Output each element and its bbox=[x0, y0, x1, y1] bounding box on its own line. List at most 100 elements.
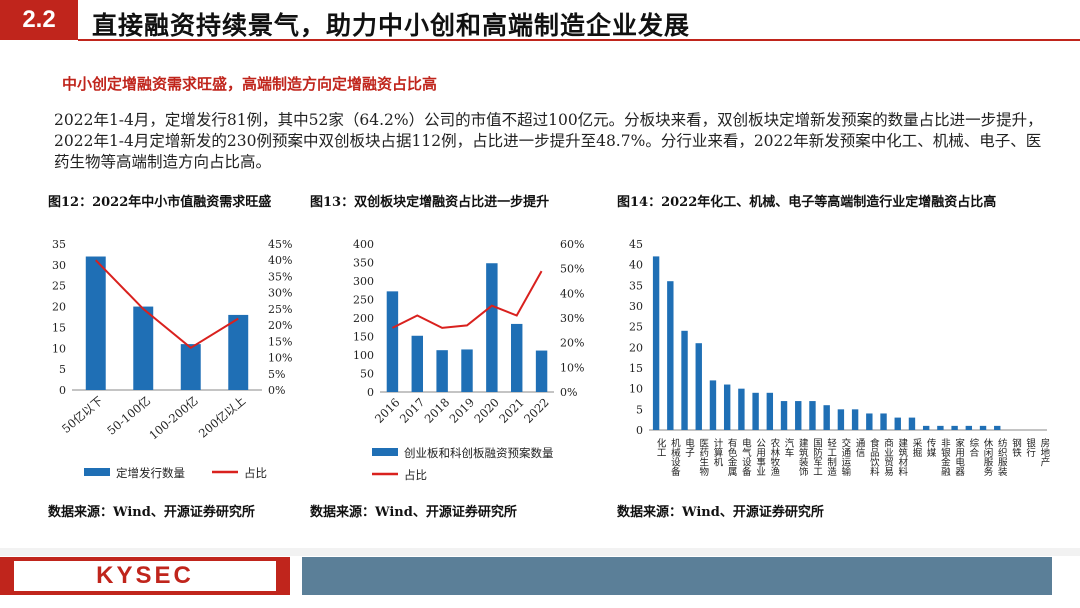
summary-paragraph: 2022年1-4月，定增发行81例，其中52家（64.2%）公司的市值不超过10… bbox=[54, 111, 1043, 171]
chart13-y-left-tick: 0 bbox=[367, 386, 374, 399]
chart12-title: 图12：2022年中小市值融资需求旺盛 bbox=[48, 195, 272, 210]
chart13-y-right-tick: 40% bbox=[560, 287, 584, 300]
chart14-bar bbox=[894, 417, 901, 430]
chart14-x-tick: 综合 bbox=[967, 437, 979, 458]
chart14-x-tick: 传媒 bbox=[925, 437, 937, 458]
chart12-y-left-tick: 20 bbox=[52, 301, 66, 314]
chart14-bar bbox=[738, 388, 745, 430]
chart14-bar bbox=[922, 425, 930, 430]
chart13-x-tick: 2017 bbox=[397, 395, 428, 426]
chart14-x-tick: 银行 bbox=[1024, 437, 1036, 458]
chart14-bar bbox=[752, 392, 759, 430]
chart12-y-right-tick: 40% bbox=[268, 254, 292, 267]
chart14-x-tick: 非银金融 bbox=[939, 437, 951, 477]
chart12-legend-bar-swatch bbox=[84, 468, 110, 476]
section-subtitle: 中小创定增融资需求旺盛，高端制造方向定增融资占比高 bbox=[62, 75, 438, 93]
chart14-bar bbox=[780, 401, 788, 430]
chart12-x-tick: 50亿以下 bbox=[59, 394, 106, 436]
chart14-x-tick: 钢铁 bbox=[1010, 437, 1022, 458]
chart14-y-tick: 45 bbox=[629, 238, 643, 251]
chart14-x-tick: 休闲服务 bbox=[982, 437, 994, 477]
chart14-x-tick: 交通运输 bbox=[839, 437, 851, 477]
chart14-bar bbox=[979, 425, 987, 430]
chart13-y-right-tick: 20% bbox=[560, 337, 584, 350]
chart12-x-tick: 200亿以上 bbox=[196, 394, 248, 441]
chart14: 0 5 10 15 20 25 30 35 40 45 化工 机械设备 电子 医药生物 计算机 有色金属 电气设… bbox=[629, 238, 1050, 477]
chart14-x-tick: 有色金属 bbox=[726, 437, 738, 477]
chart14-bar bbox=[667, 281, 674, 430]
chart14-bar bbox=[866, 413, 873, 430]
chart14-bar bbox=[880, 413, 887, 430]
chart13-bar bbox=[535, 350, 548, 392]
chart14-x-tick: 电子 bbox=[683, 437, 695, 457]
title-divider bbox=[78, 39, 1080, 41]
chart14-x-tick: 家用电器 bbox=[953, 437, 965, 476]
chart12-y-left-tick: 15 bbox=[52, 321, 66, 334]
chart13-y-right-tick: 10% bbox=[560, 361, 584, 374]
chart14-bar bbox=[652, 256, 660, 430]
chart12-bar bbox=[180, 344, 201, 390]
chart12-y-right-tick: 15% bbox=[268, 335, 292, 348]
chart14-y-tick: 40 bbox=[629, 259, 643, 272]
chart12-line-series bbox=[95, 259, 239, 350]
chart14-y-tick: 25 bbox=[629, 321, 643, 334]
footer-strip bbox=[0, 548, 1080, 556]
chart12-y-right-tick: 35% bbox=[268, 270, 292, 283]
chart14-x-tick: 轻工制造 bbox=[825, 437, 837, 477]
chart14-title: 图14：2022年化工、机械、电子等高端制造行业定增融资占比高 bbox=[617, 195, 997, 210]
chart14-y-tick: 0 bbox=[636, 424, 643, 437]
chart14-x-tick: 医药生物 bbox=[697, 438, 709, 477]
chart14-x-tick: 房地产 bbox=[1038, 437, 1050, 467]
chart14-y-tick: 20 bbox=[629, 341, 643, 354]
chart13-title: 图13：双创板块定增融资占比进一步提升 bbox=[310, 195, 550, 210]
chart12-y-left-tick: 0 bbox=[59, 384, 66, 397]
chart13-y-left-tick: 50 bbox=[360, 368, 374, 381]
chart12-bar bbox=[133, 306, 154, 390]
chart13-bar bbox=[436, 350, 448, 392]
chart12-y-left-tick: 5 bbox=[59, 363, 66, 376]
chart13-y-right-tick: 60% bbox=[560, 238, 584, 251]
chart13-line-series bbox=[391, 270, 543, 329]
chart13-y-left-tick: 400 bbox=[353, 238, 374, 251]
chart13-x-tick: 2016 bbox=[372, 395, 403, 426]
chart14-y-tick: 35 bbox=[629, 279, 643, 292]
chart12-legend-label: 定增发行数量 bbox=[116, 466, 185, 480]
chart12-x-tick: 100-200亿 bbox=[146, 394, 200, 443]
chart12-y-right-tick: 25% bbox=[268, 303, 292, 316]
chart14-bar bbox=[951, 425, 958, 430]
chart12-y-right-tick: 30% bbox=[268, 287, 292, 300]
chart14-y-tick: 30 bbox=[629, 300, 643, 313]
chart14-x-tick: 建筑材料 bbox=[896, 437, 908, 477]
chart14-bar bbox=[709, 380, 717, 430]
chart13: 0 50 100 150 200 250 300 350 400 0% 10% 20% 30% 40% 50… bbox=[353, 238, 584, 482]
chart14-bar bbox=[908, 417, 916, 430]
chart14-x-tick: 计算机 bbox=[711, 437, 723, 467]
chart12-y-left-tick: 35 bbox=[52, 238, 66, 251]
chart13-y-left-tick: 250 bbox=[353, 294, 374, 307]
chart14-source: 数据来源：Wind、开源证券研究所 bbox=[617, 505, 824, 520]
chart12-legend-label: 占比 bbox=[244, 466, 267, 480]
chart14-bar bbox=[766, 392, 774, 430]
chart14-x-tick: 电气设备 bbox=[740, 437, 752, 477]
chart12-bar bbox=[85, 256, 106, 390]
chart12-source: 数据来源：Wind、开源证券研究所 bbox=[48, 505, 255, 520]
chart14-y-tick: 10 bbox=[629, 383, 643, 396]
chart14-bar bbox=[937, 425, 944, 430]
chart13-x-tick: 2019 bbox=[447, 395, 478, 426]
chart13-bar bbox=[386, 291, 399, 392]
chart13-y-left-tick: 350 bbox=[353, 257, 374, 270]
chart14-x-tick: 汽车 bbox=[783, 437, 795, 458]
chart12: 0 5 10 15 20 25 30 35 0% 5% 10% 15% 20% 25% 30% 35% 40% 4… bbox=[52, 238, 292, 480]
chart13-y-right-tick: 50% bbox=[560, 263, 584, 276]
footer-bar bbox=[302, 557, 1052, 595]
chart14-y-tick: 5 bbox=[636, 403, 643, 416]
chart12-y-left-tick: 25 bbox=[52, 280, 66, 293]
chart14-bar bbox=[795, 401, 802, 430]
page-title: 直接融资持续景气，助力中小创和高端制造企业发展 bbox=[92, 11, 691, 40]
chart12-bar bbox=[228, 314, 249, 390]
chart14-x-tick: 建筑装饰 bbox=[797, 437, 809, 477]
chart14-bar bbox=[723, 384, 731, 430]
chart13-x-tick: 2022 bbox=[521, 395, 552, 426]
chart12-y-left-tick: 10 bbox=[52, 342, 66, 355]
chart14-x-tick: 公用事业 bbox=[754, 438, 766, 476]
